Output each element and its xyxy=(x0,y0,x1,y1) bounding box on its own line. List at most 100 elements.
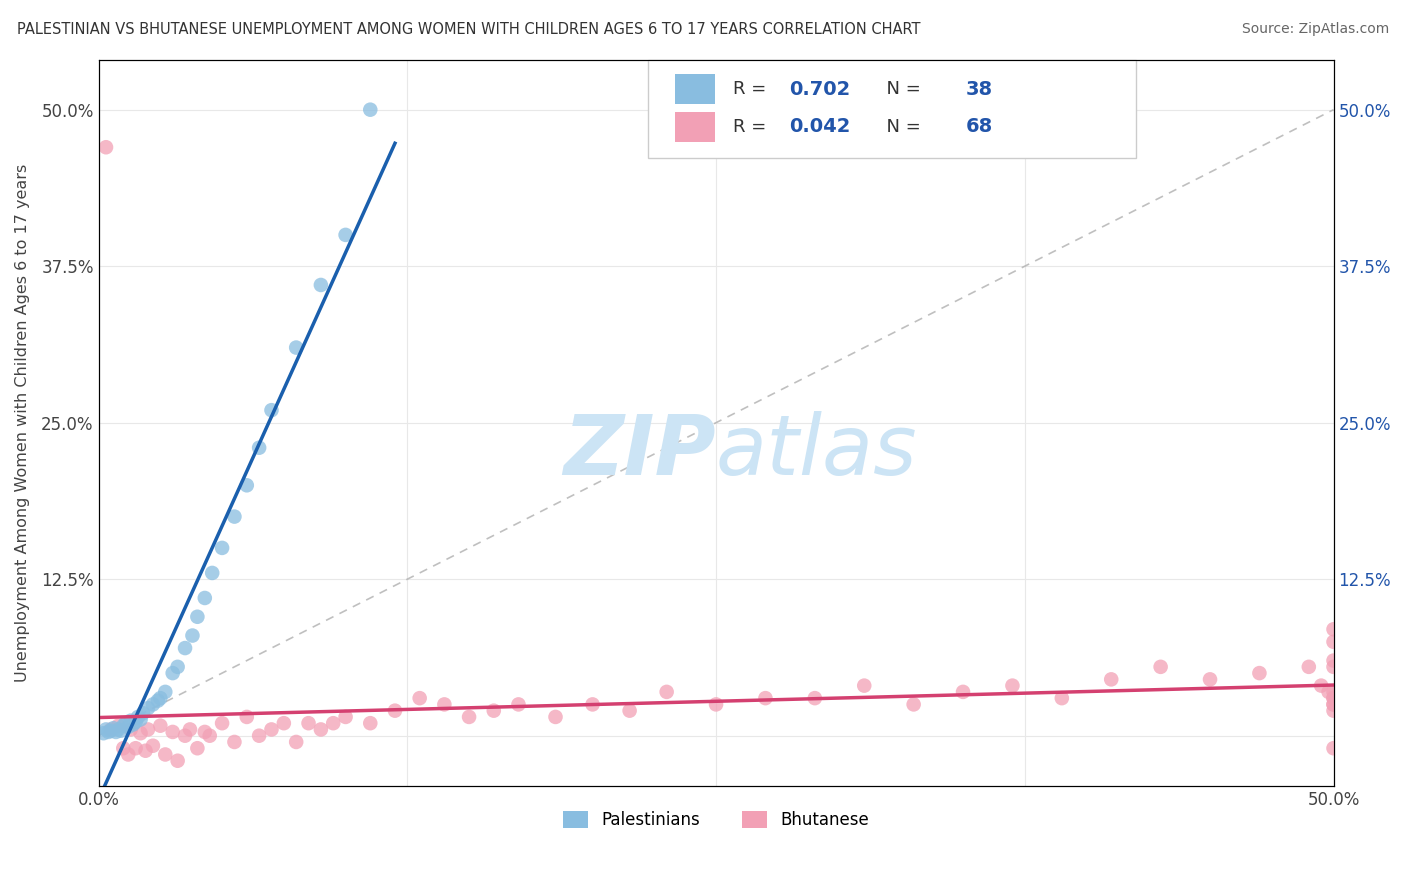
Point xyxy=(181,628,204,642)
Point xyxy=(174,641,197,656)
Point xyxy=(224,735,246,749)
Text: R =: R = xyxy=(734,118,772,136)
Point xyxy=(117,720,139,734)
Point xyxy=(1099,673,1122,687)
Point xyxy=(335,710,357,724)
Point xyxy=(1322,635,1344,649)
Point xyxy=(94,723,117,737)
Point xyxy=(408,691,430,706)
Point xyxy=(166,660,188,674)
Text: N =: N = xyxy=(876,80,927,98)
Point xyxy=(952,685,974,699)
Point xyxy=(211,541,233,555)
Point xyxy=(100,723,122,738)
FancyBboxPatch shape xyxy=(648,60,1136,158)
Point xyxy=(903,698,925,712)
Point xyxy=(285,735,308,749)
Point xyxy=(1298,660,1320,674)
Point xyxy=(508,698,530,712)
FancyBboxPatch shape xyxy=(675,112,714,142)
Point xyxy=(1249,666,1271,681)
Point xyxy=(285,341,308,355)
Point xyxy=(1322,741,1344,756)
Point xyxy=(186,741,208,756)
Point xyxy=(359,716,381,731)
Point xyxy=(124,714,146,729)
Point xyxy=(655,685,678,699)
Point xyxy=(1322,622,1344,636)
Point xyxy=(236,710,259,724)
Point xyxy=(117,747,139,762)
Point xyxy=(103,721,125,735)
Point xyxy=(149,719,172,733)
Text: 68: 68 xyxy=(966,117,993,136)
Point xyxy=(754,691,776,706)
Point xyxy=(142,698,165,712)
Point xyxy=(112,741,135,756)
Point xyxy=(135,744,157,758)
Point xyxy=(1322,654,1344,668)
Point xyxy=(186,609,208,624)
Point xyxy=(129,726,152,740)
Point xyxy=(581,698,603,712)
Point xyxy=(107,723,129,737)
Point xyxy=(1322,685,1344,699)
Point xyxy=(433,698,456,712)
Point xyxy=(94,140,117,154)
Point xyxy=(359,103,381,117)
Point xyxy=(1322,698,1344,712)
FancyBboxPatch shape xyxy=(675,74,714,104)
Point xyxy=(129,713,152,727)
Text: 38: 38 xyxy=(966,79,993,99)
Point xyxy=(1149,660,1171,674)
Text: 0.042: 0.042 xyxy=(789,117,851,136)
Point xyxy=(1001,679,1024,693)
Point xyxy=(198,729,221,743)
Point xyxy=(124,741,146,756)
Point xyxy=(132,706,155,721)
Point xyxy=(93,726,115,740)
Point xyxy=(1310,679,1333,693)
Point xyxy=(122,717,145,731)
Point xyxy=(1322,698,1344,712)
Point xyxy=(458,710,481,724)
Point xyxy=(107,719,129,733)
Point xyxy=(136,701,159,715)
Text: R =: R = xyxy=(734,80,772,98)
Point xyxy=(1322,660,1344,674)
Text: atlas: atlas xyxy=(716,411,918,492)
Point xyxy=(201,566,224,580)
Point xyxy=(100,723,122,737)
Point xyxy=(112,719,135,733)
Point xyxy=(804,691,827,706)
Point xyxy=(146,693,169,707)
Point xyxy=(247,441,270,455)
Point xyxy=(260,723,283,737)
Point xyxy=(155,685,177,699)
Point xyxy=(162,666,184,681)
Point xyxy=(155,747,177,762)
Point xyxy=(120,723,142,737)
Point xyxy=(297,716,319,731)
Point xyxy=(1322,691,1344,706)
Point xyxy=(114,716,136,731)
Point xyxy=(211,716,233,731)
Point xyxy=(174,729,197,743)
Point xyxy=(1322,704,1344,718)
Point xyxy=(149,691,172,706)
Text: PALESTINIAN VS BHUTANESE UNEMPLOYMENT AMONG WOMEN WITH CHILDREN AGES 6 TO 17 YEA: PALESTINIAN VS BHUTANESE UNEMPLOYMENT AM… xyxy=(17,22,921,37)
Point xyxy=(544,710,567,724)
Point xyxy=(224,509,246,524)
Text: 0.702: 0.702 xyxy=(789,79,851,99)
Point xyxy=(136,723,159,737)
Text: N =: N = xyxy=(876,118,927,136)
Point xyxy=(142,739,165,753)
Point xyxy=(166,754,188,768)
Point xyxy=(309,723,332,737)
Point xyxy=(120,714,142,728)
Text: Source: ZipAtlas.com: Source: ZipAtlas.com xyxy=(1241,22,1389,37)
Point xyxy=(322,716,344,731)
Point xyxy=(236,478,259,492)
Point xyxy=(1199,673,1222,687)
Point xyxy=(127,710,149,724)
